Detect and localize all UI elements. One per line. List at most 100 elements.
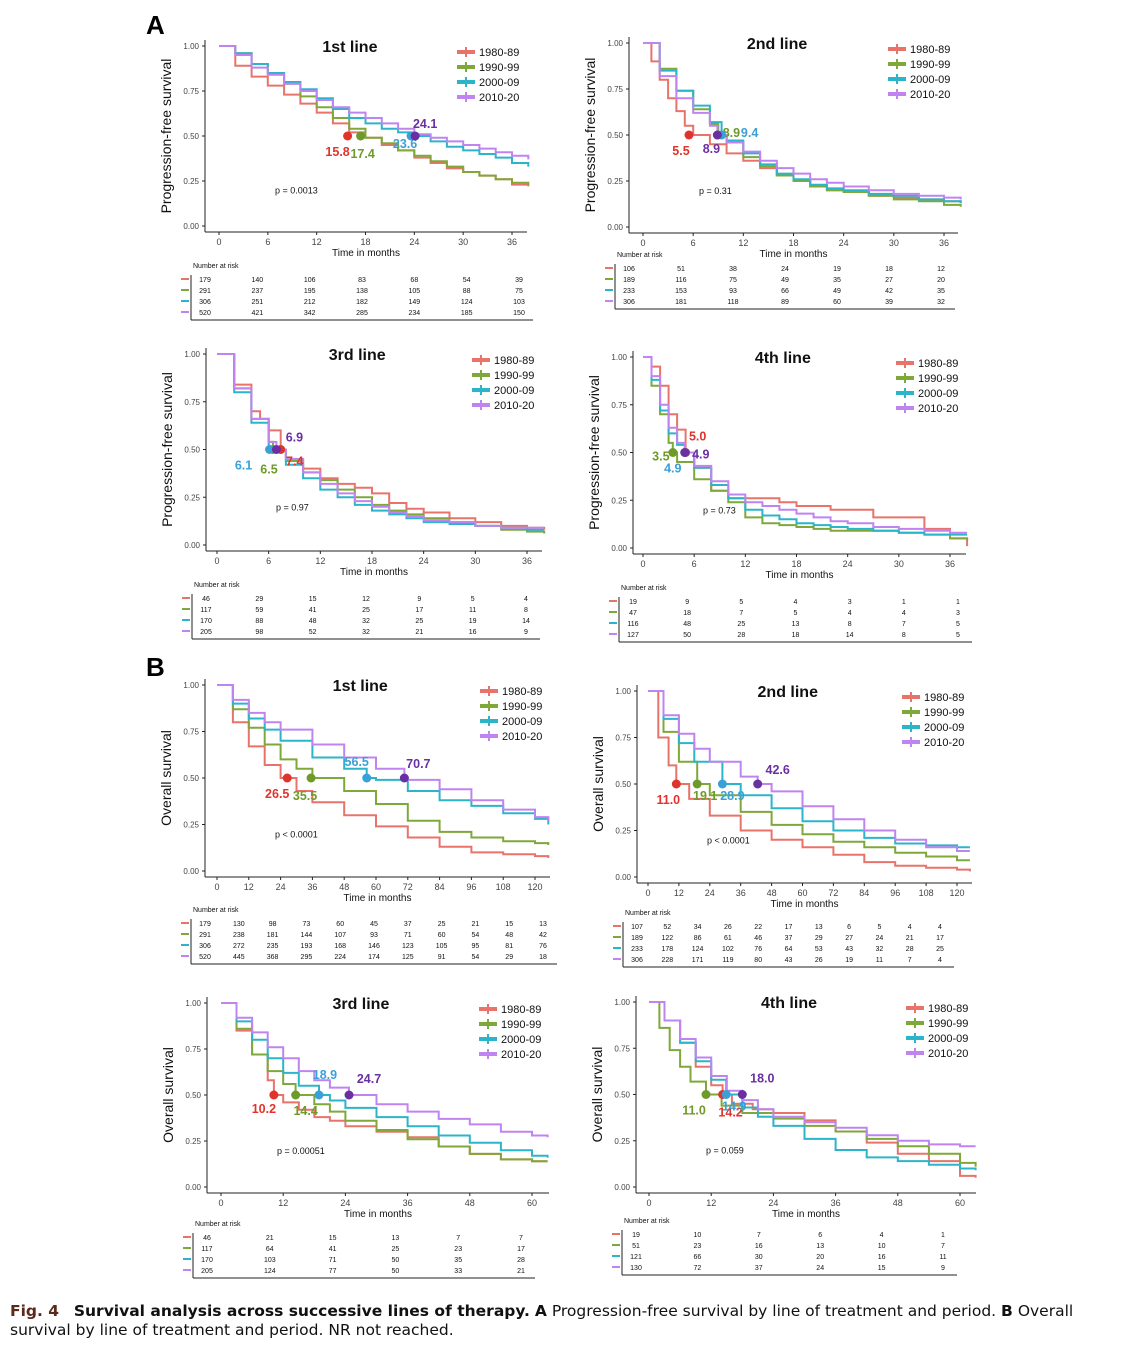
risk-table-cell: 16: [755, 1243, 763, 1250]
y-tick-label: 0.50: [185, 1091, 201, 1100]
risk-table-cell: 45: [370, 921, 378, 928]
risk-table-cell: 18: [683, 610, 691, 617]
risk-table-cell: 13: [539, 921, 547, 928]
chart-title: 2nd line: [747, 36, 808, 53]
median-marker: [306, 773, 316, 783]
risk-table-cell: 103: [513, 299, 525, 306]
risk-table-cell: 233: [623, 288, 635, 295]
risk-table-cell: 306: [199, 299, 211, 306]
risk-table-cell: 4: [902, 610, 906, 617]
y-axis-title: Progression-free survival: [586, 375, 602, 530]
median-marker: [269, 1090, 279, 1100]
legend-label: 1980-89: [918, 358, 958, 370]
y-tick-label: 0.75: [183, 728, 199, 737]
risk-table-cell: 54: [472, 954, 480, 961]
x-tick-label: 12: [315, 556, 325, 566]
risk-table-cell: 7: [757, 1232, 761, 1239]
y-tick-label: 0.75: [611, 401, 627, 410]
risk-table-cell: 11: [876, 957, 883, 964]
y-tick-label: 1.00: [185, 999, 201, 1008]
chart-title: 1st line: [333, 678, 388, 695]
x-tick-label: 84: [859, 888, 869, 898]
legend-label: 2010-20: [910, 89, 950, 101]
risk-table-cell: 10: [694, 1232, 702, 1239]
risk-table-cell: 3: [956, 610, 960, 617]
risk-table-cell: 123: [402, 943, 414, 950]
y-tick-label: 0.50: [183, 132, 199, 141]
median-marker: [344, 1090, 354, 1100]
median-label: 26.5: [265, 787, 289, 801]
risk-table-cell: 22: [754, 924, 762, 931]
risk-table-cell: 19: [629, 599, 637, 606]
legend-label: 1990-99: [928, 1018, 968, 1030]
risk-table-cell: 174: [368, 954, 380, 961]
risk-table-cell: 153: [675, 288, 687, 295]
median-label: 10.2: [252, 1102, 276, 1116]
panel-pfs-1st-line: 0.00 0.25 0.50 0.75 1.00 0 6 12 18 24 30 36 Time in …: [150, 20, 575, 350]
legend-label: 2010-20: [918, 403, 958, 415]
survival-curve-2010-20: [649, 1001, 976, 1148]
median-label: 18.9: [313, 1068, 337, 1082]
legend-label: 2000-09: [924, 722, 964, 734]
y-tick-label: 0.00: [607, 223, 623, 232]
y-tick-label: 0.50: [611, 449, 627, 458]
median-label: 14.9: [722, 1100, 746, 1114]
median-marker: [410, 131, 420, 141]
panel-pfs-2nd-line: 0.00 0.25 0.50 0.75 1.00 0 6 12 18 24 30 36 Time in …: [580, 20, 1005, 350]
panel-os-1st-line: 0.00 0.25 0.50 0.75 1.00 0 12 24 36 48 60 72 84 96 108…: [150, 668, 575, 998]
y-axis-title: Overall survival: [590, 736, 606, 832]
median-label: 11.0: [682, 1104, 706, 1118]
median-marker: [721, 1090, 731, 1099]
risk-table-title: Number at risk: [625, 910, 671, 917]
survival-curve-2010-20: [648, 690, 970, 852]
risk-table-cell: 50: [683, 632, 691, 639]
risk-table-cell: 4: [880, 1232, 884, 1239]
median-marker: [737, 1090, 747, 1099]
risk-table-cell: 18: [792, 632, 800, 639]
x-tick-label: 120: [527, 882, 542, 892]
p-value: p = 0.31: [699, 186, 732, 196]
x-tick-label: 12: [278, 1198, 288, 1208]
risk-table-cell: 33: [454, 1268, 462, 1275]
risk-table-cell: 71: [329, 1257, 337, 1264]
median-label: 14.2: [718, 1106, 742, 1120]
survival-curve-1990-99: [648, 690, 970, 862]
risk-table-cell: 60: [833, 299, 841, 306]
risk-table-cell: 18: [539, 954, 547, 961]
x-tick-label: 24: [839, 238, 849, 248]
median-label: 15.8: [325, 145, 349, 159]
x-tick-label: 12: [740, 559, 750, 569]
x-tick-label: 60: [527, 1198, 537, 1208]
median-label: 4.9: [692, 448, 709, 462]
x-tick-label: 36: [522, 556, 532, 566]
risk-table-cell: 121: [630, 1254, 642, 1261]
risk-table-cell: 64: [785, 946, 793, 953]
risk-table-cell: 4: [938, 957, 942, 964]
risk-table-cell: 5: [471, 596, 475, 603]
risk-table-title: Number at risk: [617, 252, 663, 259]
risk-table-cell: 19: [833, 266, 841, 273]
risk-table-cell: 179: [199, 277, 211, 284]
risk-table-cell: 4: [524, 596, 528, 603]
median-label: 8.9: [703, 142, 720, 156]
risk-table-cell: 130: [630, 1265, 642, 1272]
y-tick-label: 1.00: [184, 350, 200, 359]
risk-table-cell: 49: [781, 277, 789, 284]
risk-table-cell: 41: [309, 607, 317, 614]
median-marker: [712, 130, 722, 140]
risk-table-cell: 41: [329, 1246, 337, 1253]
legend-label: 2000-09: [910, 74, 950, 86]
risk-table-title: Number at risk: [194, 582, 240, 589]
risk-table-cell: 51: [677, 266, 685, 273]
risk-table-cell: 72: [694, 1265, 702, 1272]
risk-table-cell: 37: [755, 1265, 763, 1272]
risk-table-cell: 50: [392, 1268, 400, 1275]
median-label: 5.5: [672, 144, 689, 158]
risk-table-cell: 43: [845, 946, 853, 953]
section-label-a: A: [146, 10, 165, 40]
median-label: 17.4: [350, 147, 374, 161]
y-tick-label: 1.00: [611, 353, 627, 362]
risk-table-cell: 205: [200, 629, 212, 636]
chart-svg: 0.00 0.25 0.50 0.75 1.00 0 6 12 18 24 30 36 Time in …: [582, 36, 962, 310]
chart-svg: 0.00 0.25 0.50 0.75 1.00 0 12 24 36 48 60 72 84 96 108…: [158, 678, 557, 965]
